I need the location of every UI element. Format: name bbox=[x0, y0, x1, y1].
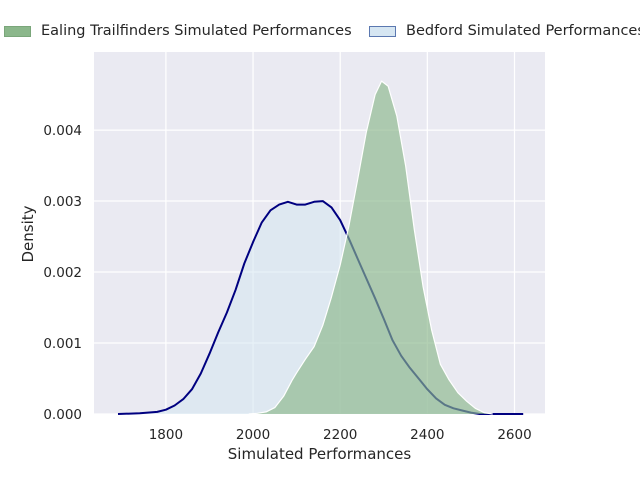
y-axis-ticks: 0.000 0.001 0.002 0.003 0.004 bbox=[43, 123, 82, 423]
x-tick-label: 2600 bbox=[497, 427, 531, 443]
y-tick-label: 0.004 bbox=[43, 123, 82, 139]
density-series bbox=[117, 80, 524, 415]
x-tick-label: 2000 bbox=[236, 427, 270, 443]
legend-item-bedford: Bedford Simulated Performances bbox=[369, 21, 640, 41]
legend: Ealing Trailfinders Simulated Performanc… bbox=[0, 21, 640, 41]
y-tick-label: 0.003 bbox=[43, 194, 82, 210]
y-axis-label: Density bbox=[19, 205, 37, 262]
legend-label-ealing: Ealing Trailfinders Simulated Performanc… bbox=[41, 23, 352, 39]
density-line-ealing bbox=[248, 80, 493, 415]
legend-swatch-ealing bbox=[4, 25, 31, 37]
y-tick-label: 0.000 bbox=[43, 407, 82, 423]
y-tick-label: 0.001 bbox=[43, 336, 82, 352]
legend-label-bedford: Bedford Simulated Performances bbox=[406, 23, 640, 39]
legend-swatch-bedford bbox=[369, 25, 396, 37]
legend-item-ealing: Ealing Trailfinders Simulated Performanc… bbox=[4, 21, 352, 41]
density-area-bedford bbox=[118, 201, 524, 414]
x-tick-label: 2200 bbox=[323, 427, 357, 443]
y-tick-label: 0.002 bbox=[43, 265, 82, 281]
x-axis-label: Simulated Performances bbox=[228, 445, 412, 463]
x-tick-label: 1800 bbox=[149, 427, 183, 443]
x-tick-label: 2400 bbox=[410, 427, 444, 443]
x-axis-ticks: 1800 2000 2200 2400 2600 bbox=[149, 427, 532, 443]
